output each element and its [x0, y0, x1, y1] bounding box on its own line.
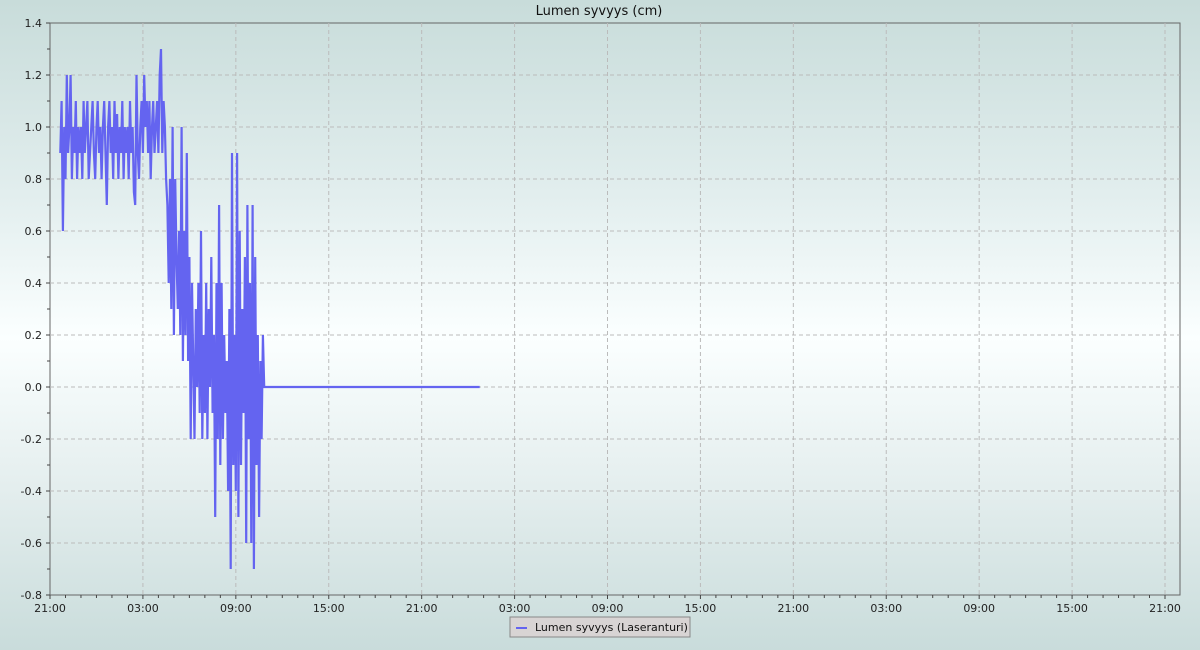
x-tick-label: 15:00 [685, 602, 717, 615]
x-tick-label: 21:00 [1149, 602, 1181, 615]
x-tick-label: 09:00 [963, 602, 995, 615]
y-tick-label: -0.4 [21, 485, 42, 498]
x-tick-label: 09:00 [592, 602, 624, 615]
x-tick-label: 21:00 [406, 602, 438, 615]
x-tick-label: 21:00 [34, 602, 66, 615]
x-tick-label: 21:00 [777, 602, 809, 615]
y-tick-label: 1.2 [25, 69, 43, 82]
y-tick-label: -0.6 [21, 537, 42, 550]
x-tick-label: 15:00 [313, 602, 345, 615]
y-tick-label: 0.6 [25, 225, 43, 238]
y-tick-label: 0.4 [25, 277, 43, 290]
y-tick-label: 1.4 [25, 17, 43, 30]
legend-box [509, 616, 691, 638]
x-tick-label: 09:00 [220, 602, 252, 615]
x-tick-label: 15:00 [1056, 602, 1088, 615]
y-axis: 1.4 1.2 1.0 0.8 0.6 0.4 0.2 0.0 -0.2 -0.4 -0.6 -0.8 [21, 17, 50, 602]
y-tick-label: 0.0 [25, 381, 43, 394]
x-tick-label: 03:00 [870, 602, 902, 615]
legend-label: Lumen syvyys (Laseranturi) [535, 621, 688, 634]
x-tick-label: 03:00 [127, 602, 159, 615]
series [59, 48, 480, 570]
y-tick-label: 0.2 [25, 329, 43, 342]
y-tick-label: 1.0 [25, 121, 43, 134]
grid [49, 22, 1181, 596]
legend[interactable]: Lumen syvyys (Laseranturi) [509, 616, 691, 638]
x-axis: 21:00 03:00 09:00 15:00 21:00 03:00 09:00 15:00… [34, 595, 1181, 615]
y-tick-label: -0.8 [21, 589, 42, 602]
y-tick-label: -0.2 [21, 433, 42, 446]
x-tick-label: 03:00 [499, 602, 531, 615]
y-tick-label: 0.8 [25, 173, 43, 186]
chart-title: Lumen syvyys (cm) [536, 4, 663, 19]
series-line [59, 48, 480, 570]
